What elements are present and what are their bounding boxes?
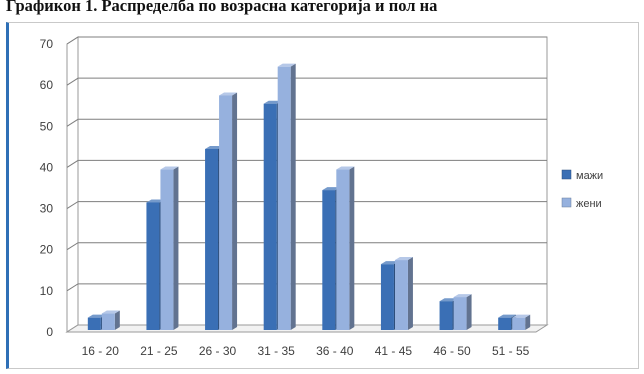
bar-top	[205, 145, 224, 149]
bar-side	[407, 257, 413, 330]
gridline	[66, 242, 547, 251]
x-axis-ticks: 16 - 20 21 - 25 26 - 30 31 - 35 36 - 40 41 - …	[82, 344, 530, 358]
bar-front	[498, 317, 512, 330]
x-tick-label: 46 - 50	[433, 344, 471, 358]
floor	[65, 324, 549, 333]
y-tick-label: 20	[40, 243, 54, 257]
gridline	[66, 77, 547, 86]
legend-label: мажи	[576, 170, 603, 182]
legend: мажи жени	[561, 169, 603, 210]
x-tick-label: 41 - 45	[375, 344, 413, 358]
bar-front	[336, 169, 350, 330]
bar-top	[439, 298, 458, 302]
chart-back-walls	[66, 36, 548, 333]
legend-swatch	[561, 197, 572, 208]
bar-top	[453, 294, 472, 298]
bar-top	[146, 199, 165, 203]
bar-top	[394, 257, 413, 261]
bar-side	[232, 92, 238, 330]
bar-top	[101, 310, 120, 314]
x-tick-label: 36 - 40	[316, 344, 354, 358]
chart-floor	[65, 324, 549, 333]
bar-side	[349, 166, 355, 330]
x-tick-label: 21 - 25	[140, 344, 178, 358]
y-axis-ticks: 0 10 20 30 40 50 60 70	[40, 37, 54, 339]
gridline	[66, 201, 547, 209]
y-tick-label: 40	[40, 160, 54, 174]
page-title: Графикон 1. Распределба по возрасна кате…	[6, 0, 438, 15]
bar-front	[380, 264, 394, 330]
y-tick-label: 70	[40, 37, 54, 51]
bar-side	[290, 63, 296, 330]
bar-chart: 0 10 20 30 40 50 60 70 16 - 20 21 - 25 26 - 30 31 …	[40, 36, 603, 358]
bar-front	[512, 317, 526, 330]
y-tick-label: 30	[40, 202, 54, 216]
bar-front	[160, 169, 174, 330]
bar	[277, 63, 296, 330]
x-tick-label: 26 - 30	[199, 344, 237, 358]
bar-side	[466, 294, 472, 330]
bar-top	[87, 314, 106, 318]
bar-front	[146, 202, 160, 330]
gridline	[66, 118, 547, 127]
bar-top	[263, 100, 282, 104]
bar	[453, 294, 472, 330]
y-tick-label: 60	[40, 78, 54, 92]
bar-side	[525, 314, 531, 330]
bar	[160, 166, 179, 330]
bar-top	[498, 314, 517, 318]
bar-top	[160, 166, 179, 170]
bar-top	[322, 187, 341, 191]
x-tick-label: 51 - 55	[492, 344, 530, 358]
x-tick-label: 31 - 35	[258, 344, 296, 358]
bar-front	[263, 103, 277, 330]
bar-front	[394, 260, 408, 330]
y-tick-label: 50	[40, 119, 54, 133]
bar	[394, 257, 413, 330]
bar-top	[380, 261, 399, 265]
bar-front	[453, 297, 467, 330]
bar-front	[439, 301, 453, 330]
y-tick-label: 0	[46, 325, 53, 339]
bar-front	[87, 317, 101, 330]
bar	[219, 92, 238, 330]
bar-front	[219, 95, 233, 330]
bar-top	[219, 92, 238, 96]
bar	[101, 310, 120, 330]
gridline	[66, 36, 547, 45]
bar-front	[322, 190, 336, 330]
bar	[512, 314, 531, 330]
bar-top	[512, 314, 531, 318]
legend-label: жени	[576, 198, 602, 210]
bar-top	[277, 63, 296, 67]
y-tick-label: 10	[40, 284, 54, 298]
x-tick-label: 16 - 20	[82, 344, 120, 358]
gridline	[66, 159, 547, 168]
bars	[87, 63, 531, 330]
bar-top	[336, 166, 355, 170]
bar-front	[277, 66, 291, 330]
bar-side	[114, 310, 120, 330]
bar-front	[205, 148, 219, 330]
chart-frame: 0 10 20 30 40 50 60 70 16 - 20 21 - 25 26 - 30 31 …	[6, 22, 639, 369]
legend-swatch	[561, 169, 572, 180]
bar	[336, 166, 355, 330]
bar-front	[101, 313, 115, 330]
bar-side	[173, 166, 179, 330]
